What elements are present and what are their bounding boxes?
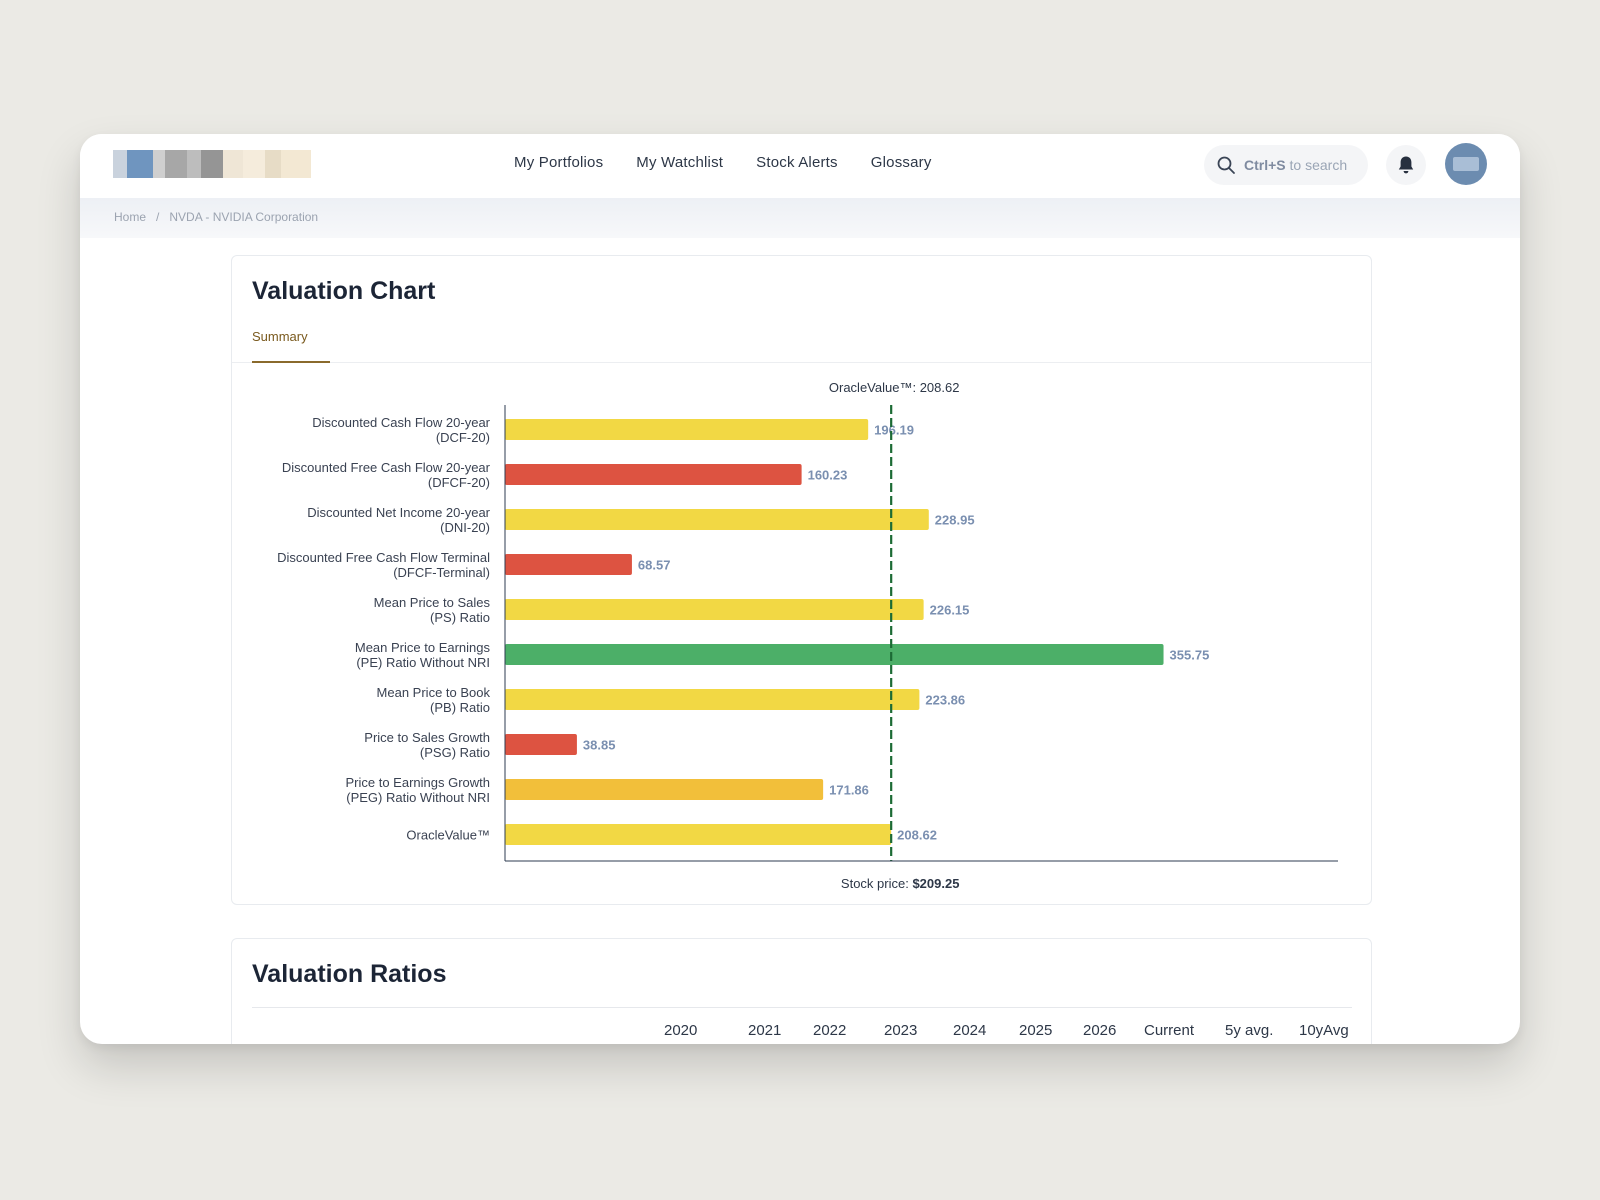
- category-label: (PS) Ratio: [430, 610, 490, 625]
- chart-bar: [505, 824, 892, 845]
- bell-icon: [1398, 156, 1414, 174]
- data-label: 208.62: [897, 828, 937, 843]
- notifications-button[interactable]: [1386, 145, 1426, 185]
- nav-my-portfolios[interactable]: My Portfolios: [514, 154, 604, 171]
- data-label: 171.86: [829, 783, 869, 798]
- category-label: Mean Price to Book: [377, 685, 491, 700]
- column-header[interactable]: Current: [1144, 1022, 1195, 1039]
- chart-bar: [505, 554, 632, 575]
- oraclevalue-top-prefix: OracleValue™:: [829, 380, 920, 395]
- column-header[interactable]: 2021: [748, 1022, 782, 1039]
- category-label: Discounted Free Cash Flow 20-year: [282, 460, 491, 475]
- chart-bar: [505, 509, 929, 530]
- column-header[interactable]: 2024: [953, 1022, 987, 1039]
- valuation-ratios-card: Valuation Ratios 2020 2021 2022 2023 202…: [231, 938, 1372, 1044]
- valuation-tabs: Summary: [232, 318, 1371, 363]
- main-nav: My Portfolios My Watchlist Stock Alerts …: [514, 154, 932, 171]
- data-label: 355.75: [1170, 648, 1210, 663]
- chart-bar: [505, 734, 577, 755]
- data-label: 223.86: [925, 693, 965, 708]
- browser-window: My Portfolios My Watchlist Stock Alerts …: [80, 134, 1520, 1044]
- category-label: (DNI-20): [440, 520, 490, 535]
- data-label: 160.23: [808, 468, 848, 483]
- search-box[interactable]: Ctrl+S to search: [1204, 145, 1368, 185]
- valuation-chart-title: Valuation Chart: [252, 277, 436, 305]
- chart-bar: [505, 419, 869, 440]
- valuation-ratios-title: Valuation Ratios: [252, 960, 447, 988]
- data-label: 228.95: [935, 513, 975, 528]
- search-icon: [1217, 156, 1235, 174]
- column-header[interactable]: 2022: [813, 1022, 847, 1039]
- nav-my-watchlist[interactable]: My Watchlist: [636, 154, 724, 171]
- breadcrumb-bar: Home / NVDA - NVIDIA Corporation: [80, 198, 1520, 238]
- valuation-chart-card: Valuation Chart Summary 196.19 Discounted…: [231, 255, 1372, 905]
- category-label: (PE) Ratio Without NRI: [356, 655, 490, 670]
- user-avatar[interactable]: [1445, 143, 1487, 185]
- nav-glossary[interactable]: Glossary: [870, 154, 932, 171]
- oraclevalue-top-value: 208.62: [920, 380, 960, 395]
- chart-bar: [505, 689, 920, 710]
- chart-bar: [505, 599, 924, 620]
- column-header[interactable]: 2020: [664, 1022, 698, 1039]
- breadcrumb: Home / NVDA - NVIDIA Corporation: [114, 210, 318, 224]
- ratios-divider: [252, 1007, 1352, 1008]
- chart-bar: [505, 644, 1164, 665]
- nav-stock-alerts[interactable]: Stock Alerts: [756, 154, 838, 171]
- avatar-image: [1453, 157, 1479, 171]
- category-label: Discounted Cash Flow 20-year: [312, 415, 490, 430]
- search-hint: to search: [1289, 157, 1348, 173]
- valuation-bar-chart: 196.19 Discounted Cash Flow 20-year(DCF-2…: [277, 380, 1338, 891]
- site-logo[interactable]: [113, 150, 311, 178]
- stock-price-label: Stock price: $209.25: [841, 876, 960, 891]
- category-label: Price to Sales Growth: [364, 730, 490, 745]
- chart-bar: [505, 464, 802, 485]
- category-label: Mean Price to Sales: [374, 595, 491, 610]
- data-label: 196.19: [874, 423, 914, 438]
- tab-summary[interactable]: Summary: [252, 329, 330, 363]
- category-label: (DFCF-Terminal): [393, 565, 490, 580]
- category-label: Discounted Net Income 20-year: [307, 505, 490, 520]
- category-label: (DFCF-20): [428, 475, 490, 490]
- breadcrumb-current[interactable]: NVDA - NVIDIA Corporation: [169, 210, 319, 224]
- category-label: (PSG) Ratio: [420, 745, 490, 760]
- breadcrumb-home[interactable]: Home: [114, 210, 147, 224]
- column-header[interactable]: 5y avg.: [1225, 1022, 1274, 1039]
- header: My Portfolios My Watchlist Stock Alerts …: [80, 134, 1520, 198]
- data-label: 38.85: [583, 738, 616, 753]
- category-label: (PB) Ratio: [430, 700, 490, 715]
- category-label: Mean Price to Earnings: [355, 640, 491, 655]
- column-header[interactable]: 2026: [1083, 1022, 1117, 1039]
- category-label: OracleValue™: [406, 828, 490, 843]
- search-placeholder: Ctrl+S to search: [1244, 157, 1347, 173]
- category-label: Price to Earnings Growth: [345, 775, 490, 790]
- chart-bar: [505, 779, 824, 800]
- category-label: Discounted Free Cash Flow Terminal: [277, 550, 490, 565]
- column-header[interactable]: 2023: [884, 1022, 918, 1039]
- breadcrumb-separator: /: [156, 210, 160, 224]
- stock-price-value: $209.25: [912, 876, 959, 891]
- data-label: 68.57: [638, 558, 671, 573]
- column-header[interactable]: 10yAvg: [1299, 1022, 1349, 1039]
- category-label: (DCF-20): [436, 430, 490, 445]
- category-label: (PEG) Ratio Without NRI: [346, 790, 490, 805]
- column-header[interactable]: 2025: [1019, 1022, 1053, 1039]
- data-label: 226.15: [930, 603, 970, 618]
- oraclevalue-top-label: OracleValue™: 208.62: [829, 380, 960, 395]
- stock-price-prefix: Stock price:: [841, 876, 913, 891]
- search-shortcut: Ctrl+S: [1244, 157, 1286, 173]
